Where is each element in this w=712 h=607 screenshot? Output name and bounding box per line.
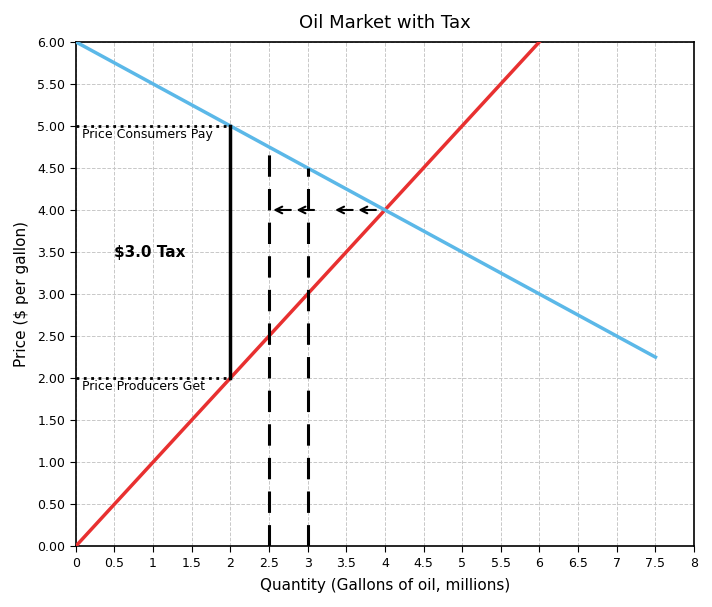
Text: Price Consumers Pay: Price Consumers Pay <box>82 128 213 141</box>
Y-axis label: Price ($ per gallon): Price ($ per gallon) <box>14 221 29 367</box>
Title: Oil Market with Tax: Oil Market with Tax <box>299 14 471 32</box>
Text: Price Producers Get: Price Producers Get <box>82 381 205 393</box>
Text: $3.0 Tax: $3.0 Tax <box>115 245 186 260</box>
X-axis label: Quantity (Gallons of oil, millions): Quantity (Gallons of oil, millions) <box>260 578 510 593</box>
